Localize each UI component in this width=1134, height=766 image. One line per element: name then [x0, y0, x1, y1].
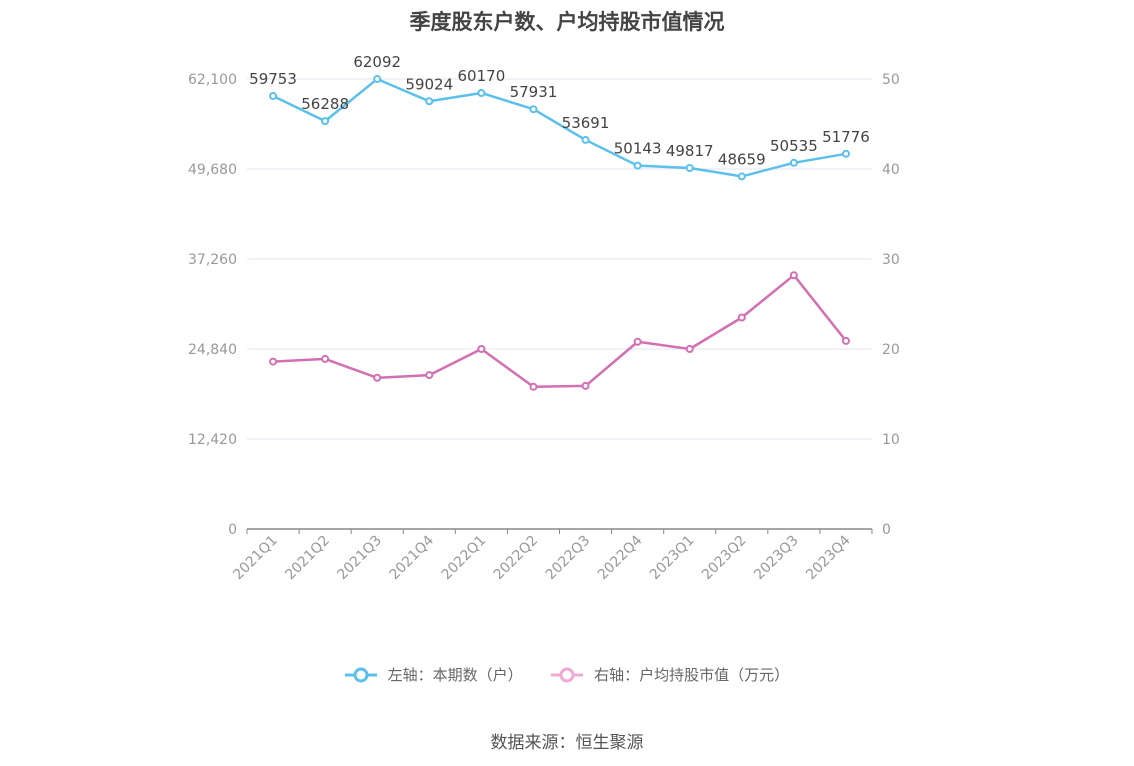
- data-point: [529, 382, 538, 391]
- data-point: [529, 105, 538, 114]
- right-axis-tick-label: 10: [882, 432, 900, 448]
- data-point: [633, 337, 642, 346]
- data-point: [425, 97, 434, 106]
- data-label: 59753: [249, 70, 297, 88]
- right-axis-tick-label: 0: [882, 522, 891, 538]
- data-point: [321, 117, 330, 126]
- series-lines: [269, 75, 850, 391]
- data-label: 59024: [405, 75, 453, 93]
- left-axis-tick-label: 0: [228, 522, 237, 538]
- data-point: [841, 336, 850, 345]
- data-point: [477, 345, 486, 353]
- data-point: [477, 88, 486, 97]
- data-label: 56288: [301, 95, 349, 113]
- data-label: 48659: [718, 150, 766, 168]
- legend-label-market-value: 右轴：户均持股市值（万元）: [594, 666, 790, 684]
- data-point: [841, 149, 850, 158]
- data-point: [581, 381, 590, 390]
- data-label: 51776: [822, 128, 870, 146]
- x-axis-tick-label: 2021Q1: [230, 533, 281, 584]
- data-point: [633, 161, 642, 170]
- right-axis-tick-label: 20: [882, 342, 900, 358]
- left-axis-tick-label: 12,420: [188, 432, 237, 448]
- grid-lines: [247, 78, 872, 440]
- legend-line-marker-icon: [344, 667, 377, 682]
- x-axis-tick-label: 2022Q3: [543, 533, 594, 584]
- data-point: [581, 135, 590, 144]
- x-axis-tick-label: 2021Q4: [387, 532, 438, 583]
- data-point: [737, 313, 746, 322]
- data-label: 50143: [614, 140, 662, 158]
- data-point: [321, 354, 330, 363]
- data-point: [789, 271, 798, 280]
- data-source: 数据来源：恒生聚源: [490, 733, 644, 753]
- x-axis-tick-label: 2023Q1: [647, 533, 698, 584]
- x-axis-tick-label: 2022Q4: [595, 532, 646, 583]
- legend-label-households: 左轴：本期数（户）: [387, 666, 523, 684]
- data-point: [685, 164, 694, 173]
- data-label: 49817: [666, 142, 714, 160]
- series-line-0: [272, 77, 847, 178]
- data-point: [789, 158, 798, 167]
- legend-line-marker-icon: [551, 667, 584, 682]
- x-axis-tick-label: 2021Q2: [282, 533, 333, 584]
- data-point: [373, 373, 382, 382]
- legend-item-market-value[interactable]: 右轴：户均持股市值（万元）: [551, 664, 789, 685]
- left-axis-tick-label: 49,680: [188, 162, 237, 178]
- right-axis-tick-label: 40: [882, 162, 900, 178]
- data-point: [685, 345, 694, 353]
- right-axis-tick-label: 50: [882, 72, 900, 88]
- left-axis-tick-label: 62,100: [188, 72, 237, 88]
- data-point: [269, 92, 278, 101]
- x-axis-tick-label: 2023Q3: [751, 533, 802, 584]
- x-axis-tick-label: 2021Q3: [334, 533, 385, 584]
- x-axis-tick-label: 2023Q4: [803, 532, 854, 583]
- data-point: [737, 172, 746, 181]
- data-label: 50535: [770, 137, 818, 155]
- series-line-1: [272, 273, 847, 389]
- legend-item-households[interactable]: 左轴：本期数（户）: [344, 664, 523, 685]
- left-axis-tick-label: 37,260: [188, 252, 237, 268]
- data-point: [269, 357, 278, 366]
- data-label: 60170: [458, 67, 506, 85]
- left-axis-tick-label: 24,840: [188, 342, 237, 358]
- data-label: 57931: [510, 83, 558, 101]
- x-axis-tick-label: 2022Q2: [491, 533, 542, 584]
- data-point: [373, 75, 382, 84]
- data-label: 53691: [562, 114, 610, 132]
- legend: 左轴：本期数（户） 右轴：户均持股市值（万元）: [0, 664, 1134, 685]
- data-point: [425, 371, 434, 380]
- chart-title: 季度股东户数、户均持股市值情况: [409, 10, 725, 34]
- x-axis-tick-label: 2023Q2: [699, 533, 750, 584]
- x-axis-tick-label: 2022Q1: [439, 533, 490, 584]
- right-axis-tick-label: 30: [882, 252, 900, 268]
- data-label: 62092: [353, 53, 401, 71]
